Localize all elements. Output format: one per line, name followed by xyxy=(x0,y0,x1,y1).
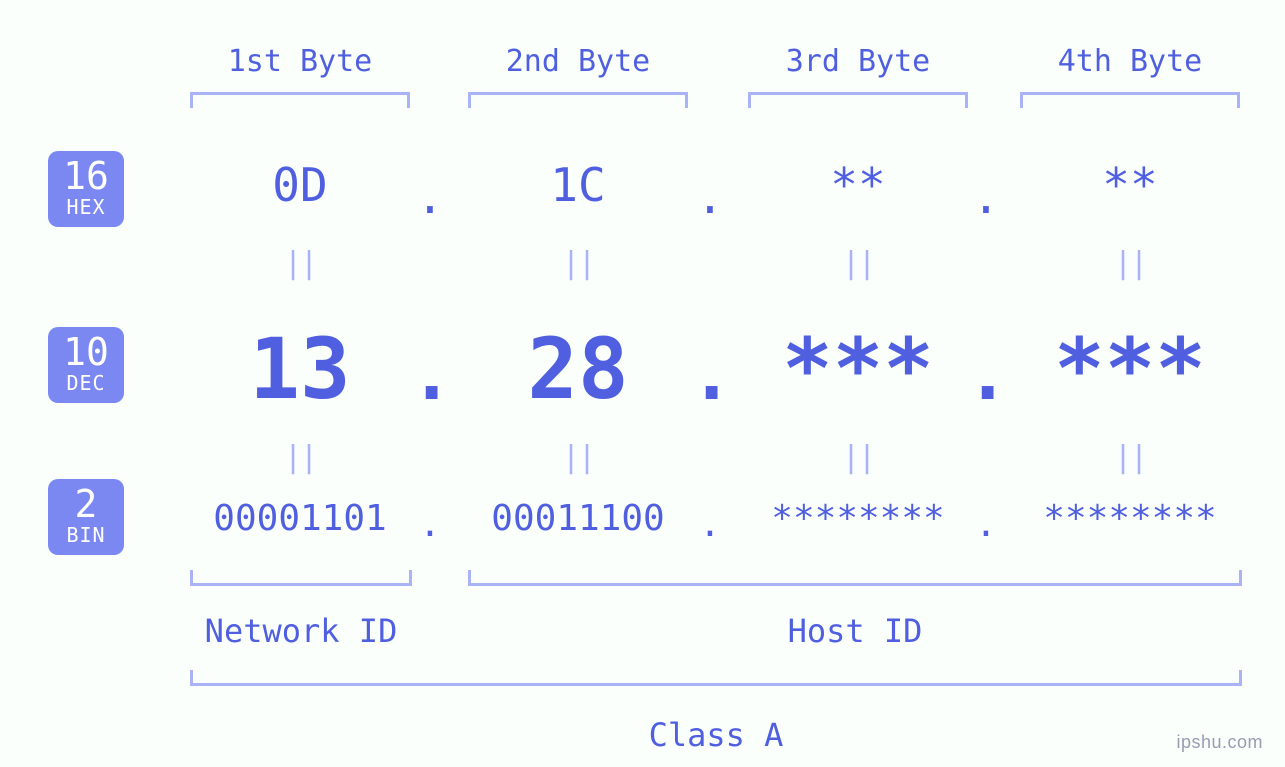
badge-bin-num: 2 xyxy=(48,485,124,523)
hex-dot-1: . xyxy=(410,170,450,224)
bracket-network xyxy=(190,570,412,586)
bracket-class xyxy=(190,670,1242,686)
badge-bin-lbl: BIN xyxy=(48,525,124,545)
byte-label-4: 4th Byte xyxy=(1020,44,1240,79)
eq-2-2: || xyxy=(468,440,688,475)
hex-byte-4: ** xyxy=(1020,158,1240,212)
eq-1-4: || xyxy=(1020,246,1240,281)
eq-1-2: || xyxy=(468,246,688,281)
bin-dot-3: . xyxy=(966,504,1006,545)
byte-label-3: 3rd Byte xyxy=(748,44,968,79)
byte-label-2: 2nd Byte xyxy=(468,44,688,79)
watermark: ipshu.com xyxy=(1176,732,1263,753)
badge-dec-num: 10 xyxy=(48,333,124,371)
bin-byte-4: ******** xyxy=(1020,498,1240,539)
eq-1-1: || xyxy=(190,246,410,281)
bin-dot-2: . xyxy=(690,504,730,545)
top-bracket-2 xyxy=(468,92,688,108)
label-host: Host ID xyxy=(468,612,1242,650)
label-class: Class A xyxy=(190,716,1242,754)
bin-byte-3: ******** xyxy=(748,498,968,539)
top-bracket-1 xyxy=(190,92,410,108)
top-bracket-3 xyxy=(748,92,968,108)
bracket-host xyxy=(468,570,1242,586)
hex-byte-1: 0D xyxy=(190,158,410,212)
badge-dec: 10 DEC xyxy=(48,327,124,403)
bin-dot-1: . xyxy=(410,504,450,545)
dec-dot-2: . xyxy=(690,332,730,416)
label-network: Network ID xyxy=(190,612,412,650)
badge-hex-num: 16 xyxy=(48,157,124,195)
dec-byte-2: 28 xyxy=(468,320,688,418)
badge-bin: 2 BIN xyxy=(48,479,124,555)
eq-2-1: || xyxy=(190,440,410,475)
hex-byte-2: 1C xyxy=(468,158,688,212)
dec-dot-3: . xyxy=(966,332,1006,416)
dec-byte-4: *** xyxy=(1020,320,1240,418)
top-bracket-4 xyxy=(1020,92,1240,108)
dec-byte-1: 13 xyxy=(190,320,410,418)
dec-byte-3: *** xyxy=(748,320,968,418)
badge-hex-lbl: HEX xyxy=(48,197,124,217)
eq-2-4: || xyxy=(1020,440,1240,475)
badge-dec-lbl: DEC xyxy=(48,373,124,393)
hex-dot-3: . xyxy=(966,170,1006,224)
hex-dot-2: . xyxy=(690,170,730,224)
bin-byte-2: 00011100 xyxy=(468,498,688,539)
eq-1-3: || xyxy=(748,246,968,281)
bin-byte-1: 00001101 xyxy=(190,498,410,539)
eq-2-3: || xyxy=(748,440,968,475)
hex-byte-3: ** xyxy=(748,158,968,212)
badge-hex: 16 HEX xyxy=(48,151,124,227)
dec-dot-1: . xyxy=(410,332,450,416)
byte-label-1: 1st Byte xyxy=(190,44,410,79)
